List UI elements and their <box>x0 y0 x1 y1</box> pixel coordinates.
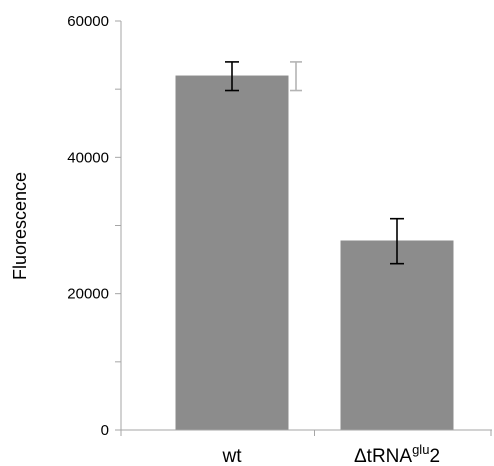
y-tick-label-2: 40000 <box>67 149 109 166</box>
x-tick-label-1-main: ΔtRNA <box>354 446 412 466</box>
bar-0 <box>175 75 289 431</box>
plot-area: 0 20000 40000 60000 wt ΔtRNAglu2 <box>67 13 492 466</box>
x-tick-label-1-superscript: glu <box>412 442 429 457</box>
x-tick-label-0: wt <box>222 446 243 466</box>
y-tick-label-0: 0 <box>101 422 109 439</box>
bar-1 <box>340 240 454 430</box>
y-tick-label-3: 60000 <box>67 13 109 30</box>
y-tick-label-1: 20000 <box>67 286 109 303</box>
x-tick-label-0-main: wt <box>222 446 243 466</box>
y-axis-label: Fluorescence <box>10 172 30 280</box>
x-tick-label-1: ΔtRNAglu2 <box>354 442 440 466</box>
x-tick-label-1-suffix: 2 <box>429 446 440 466</box>
